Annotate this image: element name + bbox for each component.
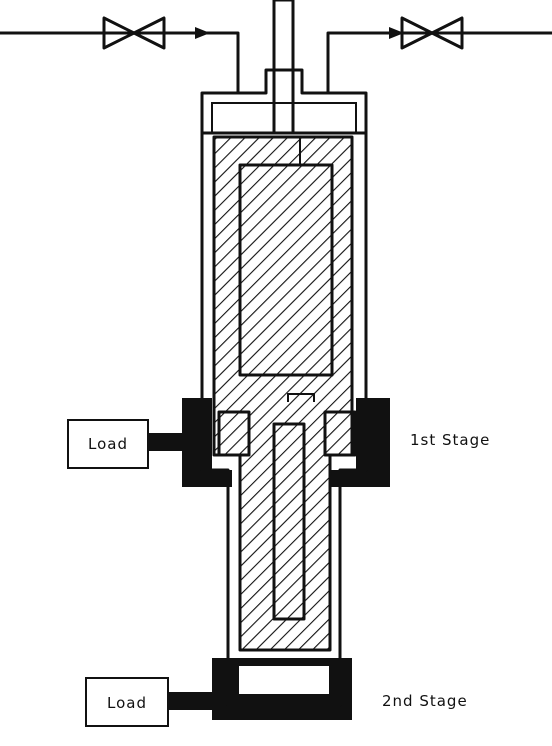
load-box-1: Load bbox=[67, 419, 182, 469]
first-stage-regenerator bbox=[238, 163, 334, 377]
outlet-flow-arrow-icon bbox=[389, 27, 404, 39]
inlet-valve-icon bbox=[102, 16, 166, 50]
displacer bbox=[212, 135, 357, 652]
outlet-gas-line bbox=[326, 27, 552, 93]
gas-passage bbox=[287, 393, 315, 402]
outlet-valve-icon bbox=[400, 16, 464, 50]
inlet-flow-arrow-icon bbox=[195, 27, 210, 39]
inlet-gas-line bbox=[0, 27, 240, 93]
drive-rod bbox=[272, 0, 295, 135]
cylinder-wall bbox=[200, 131, 368, 707]
first-stage-label: 1st Stage bbox=[410, 431, 490, 449]
left-expansion-space bbox=[217, 410, 251, 457]
load-1-connector bbox=[148, 433, 182, 451]
second-stage-regenerator bbox=[272, 422, 306, 621]
top-cap bbox=[200, 68, 368, 135]
second-stage-label: 2nd Stage bbox=[382, 692, 468, 710]
first-stage-heat-station bbox=[182, 398, 390, 487]
load-1-label: Load bbox=[88, 435, 128, 453]
load-box-2: Load bbox=[85, 677, 212, 727]
load-2-connector bbox=[168, 692, 212, 710]
load-2-label: Load bbox=[107, 694, 147, 712]
right-expansion-space bbox=[323, 410, 357, 457]
